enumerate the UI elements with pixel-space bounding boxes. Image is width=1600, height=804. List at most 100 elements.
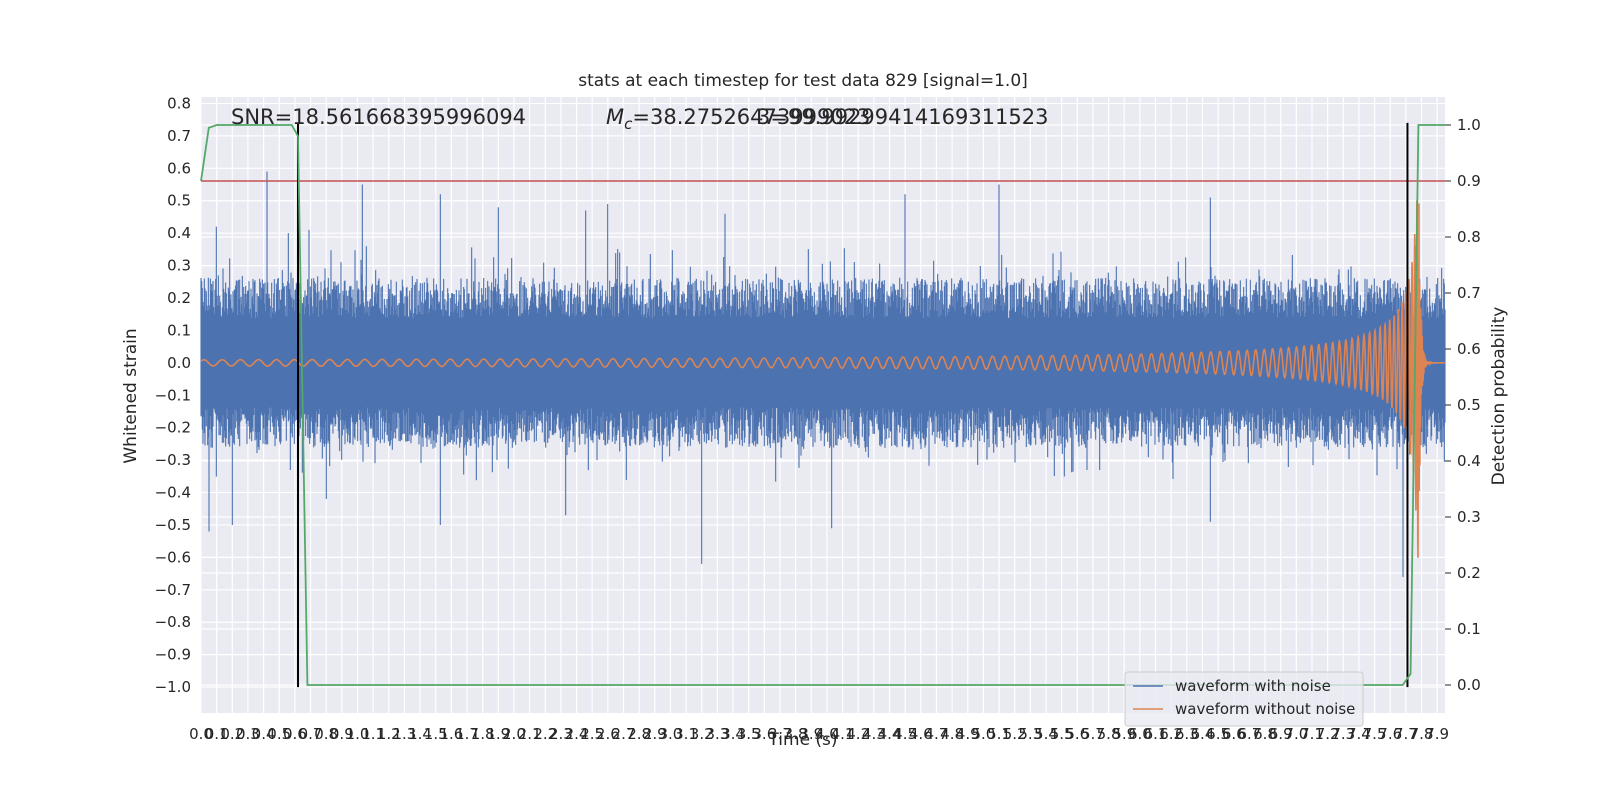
x-tick-label: 4.4	[878, 725, 902, 743]
x-tick-label: 6.7	[1237, 725, 1261, 743]
x-tick-label: 2.8	[627, 725, 651, 743]
y2-tick-label: 0.0	[1457, 676, 1481, 694]
x-tick-label: 2.9	[643, 725, 667, 743]
x-tick-label: 3.8	[784, 725, 808, 743]
x-tick-label: 6.0	[1128, 725, 1152, 743]
legend-box	[1124, 671, 1364, 727]
legend: waveform with noise waveform without noi…	[1124, 671, 1364, 727]
y-tick-label: −0.1	[155, 386, 191, 404]
x-axis-label: Time (s)	[767, 730, 837, 750]
y-tick-label: −0.2	[155, 419, 191, 437]
x-tick-label: 7.5	[1363, 725, 1387, 743]
x-tick-label: 4.7	[925, 725, 949, 743]
x-tick-label: 0.5	[267, 725, 291, 743]
y-tick-label: 0.6	[167, 159, 191, 177]
x-tick-label: 2.2	[533, 725, 557, 743]
x-tick-label: 6.3	[1175, 725, 1199, 743]
x-tick-label: 7.0	[1284, 725, 1308, 743]
x-tick-label: 2.6	[596, 725, 620, 743]
x-tick-label: 4.9	[956, 725, 980, 743]
x-tick-label: 1.1	[361, 725, 385, 743]
y-tick-label: 0.7	[167, 127, 191, 145]
x-tick-label: 1.9	[486, 725, 510, 743]
y-tick-label: 0.8	[167, 94, 191, 112]
y2-tick-label: 0.7	[1457, 284, 1481, 302]
x-tick-label: 1.7	[455, 725, 479, 743]
legend-label-noisy: waveform with noise	[1175, 677, 1331, 695]
x-tick-label: 7.2	[1316, 725, 1340, 743]
x-tick-label: 5.4	[1034, 725, 1058, 743]
y-tick-label: −0.3	[155, 451, 191, 469]
x-tick-label: 5.1	[987, 725, 1011, 743]
x-tick-label: 2.5	[580, 725, 604, 743]
legend-label-clean: waveform without noise	[1175, 700, 1355, 718]
y-tick-label: 0.0	[167, 354, 191, 372]
chirp-mass-annotation: Mc=38.27526473999023	[606, 105, 870, 133]
x-tick-label: 2.1	[518, 725, 542, 743]
x-tick-label: 1.8	[471, 725, 495, 743]
x-tick-label: 6.9	[1269, 725, 1293, 743]
x-tick-label: 6.6	[1222, 725, 1246, 743]
x-tick-label: 1.0	[346, 725, 370, 743]
x-tick-label: 4.2	[846, 725, 870, 743]
y-tick-label: −0.4	[155, 484, 191, 502]
y-tick-label: 0.5	[167, 192, 191, 210]
x-tick-label: 1.2	[377, 725, 401, 743]
x-tick-label: 4.8	[940, 725, 964, 743]
x-tick-label: 3.3	[705, 725, 729, 743]
y2-tick-label: 0.1	[1457, 620, 1481, 638]
x-axis-ticks: 0.00.10.20.30.40.50.60.70.80.91.01.11.21…	[189, 725, 1449, 743]
y2-tick-label: 0.8	[1457, 228, 1481, 246]
event-marker-lines	[297, 122, 1409, 688]
x-tick-label: 3.5	[737, 725, 761, 743]
series-waveform-without-noise	[200, 200, 1445, 558]
x-tick-label: 0.8	[314, 725, 338, 743]
y2-tick-label: 0.2	[1457, 564, 1481, 582]
x-tick-label: 7.8	[1410, 725, 1434, 743]
x-tick-label: 3.0	[659, 725, 683, 743]
x-tick-label: 4.5	[893, 725, 917, 743]
x-tick-label: 0.2	[220, 725, 244, 743]
x-tick-label: 5.3	[1018, 725, 1042, 743]
x-tick-label: 4.0	[815, 725, 839, 743]
y-tick-label: −0.8	[155, 613, 191, 631]
x-tick-label: 2.4	[565, 725, 589, 743]
y2-tick-label: 0.6	[1457, 340, 1481, 358]
x-tick-label: 0.9	[330, 725, 354, 743]
y-axis-ticks: 0.8 0.7 0.6 0.5 0.4 0.3 0.2 0.1 0.0 −0.1 −0.2 −0.3 −…	[155, 94, 191, 696]
y-tick-label: 0.2	[167, 289, 191, 307]
x-tick-label: 3.9	[799, 725, 823, 743]
chart-title: stats at each timestep for test data 829…	[578, 71, 1028, 91]
y2-tick-label: 1.0	[1457, 116, 1481, 134]
x-tick-label: 0.7	[299, 725, 323, 743]
x-tick-label: 0.0	[189, 725, 213, 743]
y-tick-label: −0.9	[155, 646, 191, 664]
x-tick-label: 4.3	[862, 725, 886, 743]
x-tick-label: 1.6	[439, 725, 463, 743]
x-tick-label: 3.6	[752, 725, 776, 743]
x-tick-label: 2.0	[502, 725, 526, 743]
y-tick-label: 0.4	[167, 224, 191, 242]
chirp-mass-symbol: M	[606, 105, 624, 129]
x-tick-label: 7.7	[1394, 725, 1418, 743]
y2-tick-label: 0.3	[1457, 508, 1481, 526]
overlap-annotation: 3=99.99299414169311523	[757, 105, 1049, 129]
y2-axis-ticks: 1.0 0.9 0.8 0.7 0.6 0.5 0.4 0.3 0.2 0.1 0.0	[1445, 116, 1481, 694]
x-tick-label: 3.1	[674, 725, 698, 743]
x-tick-label: 0.6	[283, 725, 307, 743]
series-detection-probability	[200, 124, 1445, 686]
x-tick-label: 1.4	[408, 725, 432, 743]
y2-tick-label: 0.4	[1457, 452, 1481, 470]
x-tick-label: 6.1	[1144, 725, 1168, 743]
x-tick-label: 5.2	[1003, 725, 1027, 743]
x-tick-label: 7.9	[1425, 725, 1449, 743]
x-tick-label: 5.6	[1065, 725, 1089, 743]
x-tick-label: 0.1	[205, 725, 229, 743]
y-tick-label: −0.7	[155, 581, 191, 599]
x-tick-label: 6.5	[1206, 725, 1230, 743]
x-tick-label: 1.3	[392, 725, 416, 743]
snr-annotation: SNR=18.561668395996094	[231, 105, 526, 129]
x-tick-label: 7.6	[1378, 725, 1402, 743]
y2-tick-label: 0.9	[1457, 172, 1481, 190]
